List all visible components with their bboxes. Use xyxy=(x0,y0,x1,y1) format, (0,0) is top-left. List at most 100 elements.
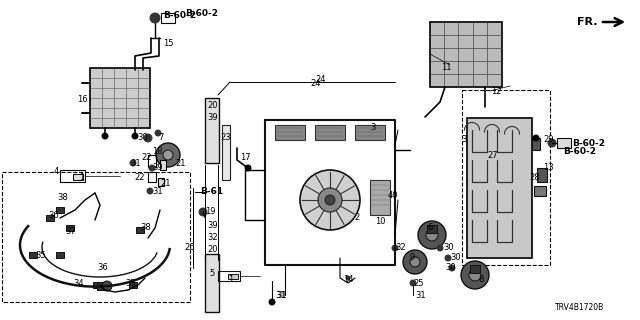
Text: 15: 15 xyxy=(163,39,173,49)
Circle shape xyxy=(144,134,152,142)
Circle shape xyxy=(410,280,416,286)
Text: 38: 38 xyxy=(140,223,151,233)
Text: 4: 4 xyxy=(54,167,59,177)
Text: 31: 31 xyxy=(276,292,287,300)
Circle shape xyxy=(410,257,420,267)
Bar xyxy=(160,160,166,170)
Text: 1: 1 xyxy=(228,275,233,284)
Bar xyxy=(470,265,480,273)
Circle shape xyxy=(533,135,539,141)
Circle shape xyxy=(102,133,108,139)
Bar xyxy=(56,252,64,258)
Text: B-61: B-61 xyxy=(200,188,223,196)
Text: 39: 39 xyxy=(207,220,218,229)
Bar xyxy=(427,225,437,233)
Text: 12: 12 xyxy=(491,87,502,97)
Text: 31: 31 xyxy=(130,158,141,167)
Bar xyxy=(430,22,502,87)
Text: 20: 20 xyxy=(207,245,218,254)
Bar xyxy=(136,227,144,233)
Circle shape xyxy=(403,250,427,274)
Bar xyxy=(370,180,390,215)
Bar xyxy=(534,186,546,196)
Text: 14: 14 xyxy=(343,276,353,284)
Circle shape xyxy=(437,245,443,251)
Text: 23: 23 xyxy=(220,133,230,142)
Text: 2: 2 xyxy=(355,213,360,222)
Text: 30: 30 xyxy=(138,132,148,141)
Text: 3: 3 xyxy=(370,124,376,132)
Text: 9: 9 xyxy=(410,253,415,262)
Bar xyxy=(355,125,385,140)
Text: 16: 16 xyxy=(77,95,88,105)
Bar xyxy=(532,138,540,150)
Circle shape xyxy=(318,188,342,212)
Text: 17: 17 xyxy=(240,154,251,163)
Bar xyxy=(2,172,190,302)
Circle shape xyxy=(199,208,207,216)
Bar xyxy=(29,252,37,258)
Circle shape xyxy=(102,281,112,291)
Text: 34: 34 xyxy=(74,278,84,287)
Circle shape xyxy=(346,276,350,280)
Bar xyxy=(56,207,64,213)
Text: 10: 10 xyxy=(375,218,385,227)
Text: 13: 13 xyxy=(543,164,554,172)
Bar xyxy=(557,138,571,148)
Bar xyxy=(467,118,532,258)
Bar xyxy=(73,174,83,180)
Circle shape xyxy=(147,188,153,194)
Circle shape xyxy=(445,255,451,261)
Text: 11: 11 xyxy=(442,62,452,71)
Text: 3: 3 xyxy=(461,135,467,145)
Text: 21: 21 xyxy=(175,158,186,167)
Text: 28: 28 xyxy=(529,173,540,182)
Text: 36: 36 xyxy=(48,211,59,220)
Circle shape xyxy=(155,130,161,136)
Bar xyxy=(462,90,550,265)
Bar xyxy=(158,178,164,186)
Bar xyxy=(228,274,238,279)
Text: 40: 40 xyxy=(388,190,399,199)
Text: 27: 27 xyxy=(487,150,498,159)
Bar xyxy=(218,271,240,281)
Circle shape xyxy=(149,165,155,171)
Bar xyxy=(161,13,175,23)
Circle shape xyxy=(156,143,180,167)
Circle shape xyxy=(150,13,160,23)
Text: 18: 18 xyxy=(152,148,163,156)
Text: 30: 30 xyxy=(450,253,461,262)
Text: 22: 22 xyxy=(134,172,145,181)
Text: 19: 19 xyxy=(205,206,216,215)
Circle shape xyxy=(469,269,481,281)
Text: 31: 31 xyxy=(275,292,285,300)
Text: 30: 30 xyxy=(443,244,454,252)
Bar xyxy=(148,155,156,167)
Bar xyxy=(148,172,156,182)
Bar xyxy=(222,125,230,180)
Text: B-60-2: B-60-2 xyxy=(163,11,196,20)
Text: 32: 32 xyxy=(395,244,406,252)
Text: 22: 22 xyxy=(141,154,152,163)
Bar xyxy=(46,215,54,221)
Text: FR.: FR. xyxy=(577,17,598,27)
Text: 5: 5 xyxy=(210,269,215,278)
Bar xyxy=(275,125,305,140)
Text: TRV4B1720B: TRV4B1720B xyxy=(555,303,604,313)
Text: 39: 39 xyxy=(207,114,218,123)
Circle shape xyxy=(325,195,335,205)
Text: 39: 39 xyxy=(152,164,163,172)
Circle shape xyxy=(449,265,455,271)
Text: 35: 35 xyxy=(125,278,136,287)
Bar xyxy=(205,98,219,163)
Text: 20: 20 xyxy=(207,100,218,109)
Text: 25: 25 xyxy=(413,278,424,287)
Bar xyxy=(205,254,219,312)
Text: 24: 24 xyxy=(310,78,321,87)
Circle shape xyxy=(426,229,438,241)
Bar xyxy=(537,168,547,182)
Text: 1: 1 xyxy=(79,172,84,181)
Circle shape xyxy=(269,299,275,305)
Circle shape xyxy=(392,245,398,251)
Circle shape xyxy=(418,221,446,249)
